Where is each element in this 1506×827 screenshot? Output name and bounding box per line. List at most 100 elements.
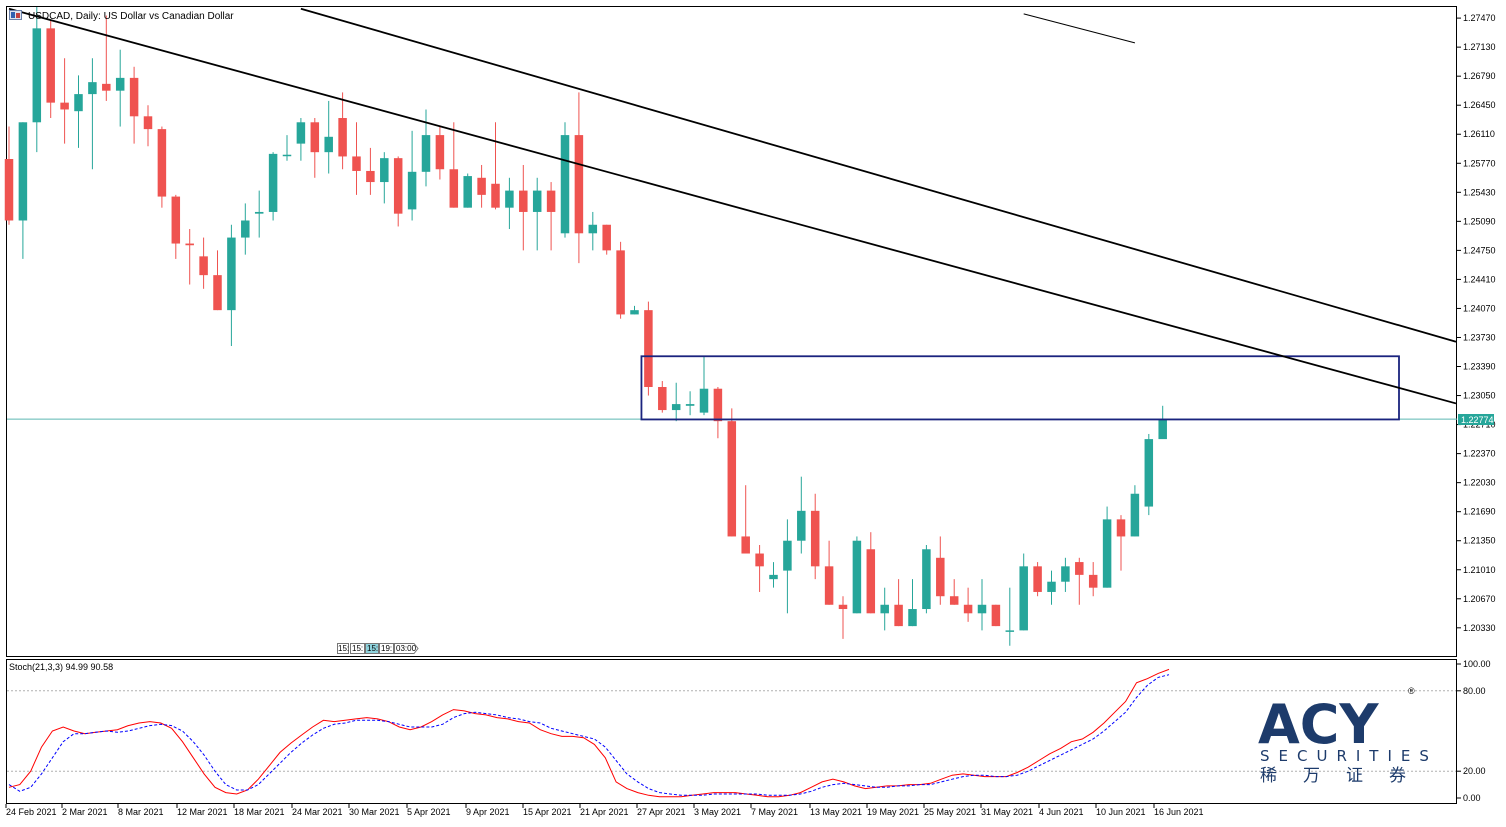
time-tick-label: 30 Mar 2021 [349, 807, 400, 817]
candle [477, 164, 486, 208]
candle [282, 135, 292, 161]
candle [1102, 506, 1112, 588]
price-tick-label: 1.25430 [1463, 187, 1496, 197]
time-tick-label: 24 Mar 2021 [292, 807, 343, 817]
candle [254, 190, 264, 238]
candle [560, 122, 570, 238]
candle [1158, 405, 1167, 440]
tf-button-5-label: 03:00 [396, 644, 417, 653]
stoch-k-line [8, 668, 1170, 798]
candle [838, 596, 848, 639]
candle [1033, 562, 1042, 597]
indicator-label: Stoch(21,3,3) 94.99 90.58 [9, 662, 113, 672]
timeframe-bar: 15: 15: 15: 19: 03:00 [337, 643, 419, 654]
price-tick-label: 1.24410 [1463, 274, 1496, 284]
time-tick-label: 31 May 2021 [981, 807, 1033, 817]
price-axis: 1.27470 1.27130 1.26790 1.26450 1.26110 1.257… [1457, 13, 1496, 633]
candle [268, 152, 278, 221]
candle [463, 173, 472, 208]
candle [366, 147, 375, 195]
price-tick-label: 1.24070 [1463, 303, 1496, 313]
candle [32, 7, 42, 153]
price-tag: 1.22774 [1458, 414, 1494, 425]
candle [755, 544, 764, 592]
trendlines-layer [8, 7, 1457, 405]
price-tick-label: 1.26450 [1463, 100, 1496, 110]
logo-main: ACY [1258, 693, 1379, 756]
candle [1075, 557, 1084, 605]
candle [741, 485, 750, 554]
price-tag-label: 1.22774 [1461, 415, 1494, 425]
candle [699, 356, 709, 416]
price-tick-label: 1.27470 [1463, 13, 1496, 23]
candle [1116, 515, 1126, 571]
candle [991, 604, 1001, 627]
candle [866, 532, 876, 614]
candle [491, 122, 500, 210]
stochastic-layer [7, 668, 1456, 798]
candle [713, 387, 723, 439]
logo-registered-mark: ® [1408, 686, 1415, 696]
price-tick-label: 1.23730 [1463, 332, 1496, 342]
candle [18, 122, 28, 259]
price-tick-label: 1.22370 [1463, 449, 1496, 459]
candle [1061, 557, 1070, 592]
time-tick-label: 15 Apr 2021 [523, 807, 572, 817]
price-tick-label: 1.21010 [1463, 565, 1496, 575]
candle [519, 164, 528, 251]
time-tick-label: 8 Mar 2021 [118, 807, 164, 817]
tf-button-1-label: 15: [338, 644, 349, 653]
tf-button-4[interactable] [379, 643, 394, 654]
indicator-frame [6, 659, 1457, 804]
candle [922, 544, 931, 614]
tf-button-3[interactable] [365, 643, 379, 654]
candle [1144, 433, 1154, 516]
time-tick-label: 16 Jun 2021 [1154, 807, 1204, 817]
candle [630, 305, 639, 315]
stoch-tick-label: 20.00 [1463, 766, 1486, 776]
candle [546, 182, 556, 251]
candle [769, 562, 778, 588]
candle [74, 75, 83, 148]
time-tick-label: 18 Mar 2021 [234, 807, 285, 817]
candle [977, 579, 987, 631]
time-tick-label: 9 Apr 2021 [466, 807, 510, 817]
candle [894, 579, 903, 627]
candle [963, 587, 973, 622]
price-tick-label: 1.20670 [1463, 594, 1496, 604]
candle [880, 587, 889, 631]
tf-button-2[interactable] [350, 643, 365, 654]
time-tick-label: 4 Jun 2021 [1039, 807, 1084, 817]
stochastic-axis: 100.00 80.00 20.00 0.00 [1457, 659, 1491, 803]
tf-button-4-label: 19: [381, 644, 392, 653]
tf-button-1[interactable] [337, 643, 349, 654]
acy-logo: ACY ® SECURITIES 稀万证券 [1258, 686, 1429, 786]
candle [810, 493, 820, 580]
candle [380, 152, 389, 204]
candle [102, 15, 111, 101]
price-tick-label: 1.21350 [1463, 536, 1496, 546]
time-tick-label: 10 Jun 2021 [1096, 807, 1146, 817]
candle [1047, 570, 1056, 605]
candle [115, 49, 125, 127]
candles-layer [4, 7, 1167, 646]
candle [352, 122, 361, 195]
candle [588, 211, 598, 251]
tf-button-5[interactable] [394, 643, 419, 654]
time-axis: 24 Feb 2021 2 Mar 2021 8 Mar 2021 12 Mar 20… [5, 804, 1204, 817]
candle [658, 381, 667, 413]
main-chart-frame [6, 6, 1457, 657]
candle [129, 66, 139, 144]
candle [1005, 587, 1015, 646]
trendline [8, 7, 1457, 405]
candle [783, 519, 792, 614]
stoch-tick-label: 80.00 [1463, 686, 1486, 696]
candle [505, 177, 514, 230]
window-icon [9, 10, 22, 20]
price-tick-label: 1.27130 [1463, 42, 1496, 52]
candle [908, 579, 917, 627]
time-tick-label: 3 May 2021 [694, 807, 741, 817]
